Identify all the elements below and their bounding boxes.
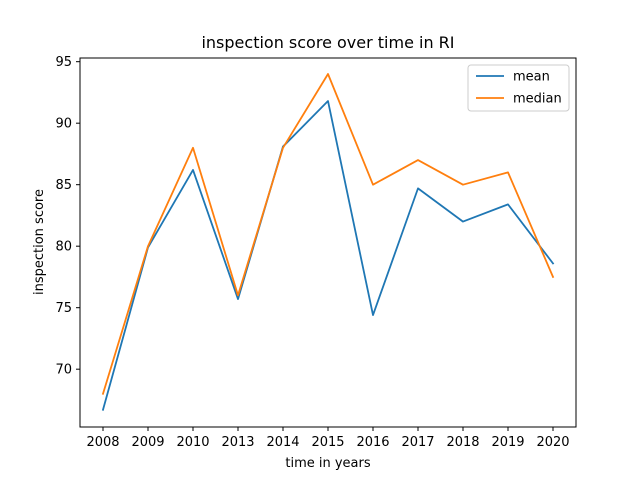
chart-title: inspection score over time in RI <box>201 33 454 52</box>
x-tick-label: 2019 <box>491 435 524 450</box>
y-tick-label: 75 <box>55 301 72 316</box>
x-tick-label: 2010 <box>176 435 209 450</box>
x-tick-label: 2016 <box>356 435 389 450</box>
y-tick-label: 85 <box>55 178 72 193</box>
y-tick-label: 70 <box>55 363 72 378</box>
chart-legend: mean median <box>467 64 570 112</box>
y-tick-label: 95 <box>55 55 72 70</box>
y-tick-label: 90 <box>55 117 72 132</box>
x-tick-label: 2014 <box>266 435 299 450</box>
y-axis-label: inspection score <box>32 189 47 295</box>
x-tick-label: 2020 <box>536 435 569 450</box>
series-lines <box>101 73 555 411</box>
x-tick-label: 2017 <box>401 435 434 450</box>
legend-label-median: median <box>513 92 562 107</box>
series-line-mean <box>101 100 555 411</box>
x-axis-ticks: 2008 2009 2010 2013 2014 2015 2016 2017 2018 2019… <box>86 427 570 450</box>
legend-label-mean: mean <box>513 70 550 85</box>
x-tick-label: 2013 <box>221 435 254 450</box>
x-axis-label: time in years <box>285 456 370 471</box>
x-tick-label: 2009 <box>131 435 164 450</box>
x-tick-label: 2008 <box>86 435 119 450</box>
y-tick-label: 80 <box>55 240 72 255</box>
series-line-median <box>101 73 555 395</box>
x-tick-label: 2018 <box>446 435 479 450</box>
y-axis-ticks: 70 75 80 85 90 95 <box>55 55 80 378</box>
x-tick-label: 2015 <box>311 435 344 450</box>
